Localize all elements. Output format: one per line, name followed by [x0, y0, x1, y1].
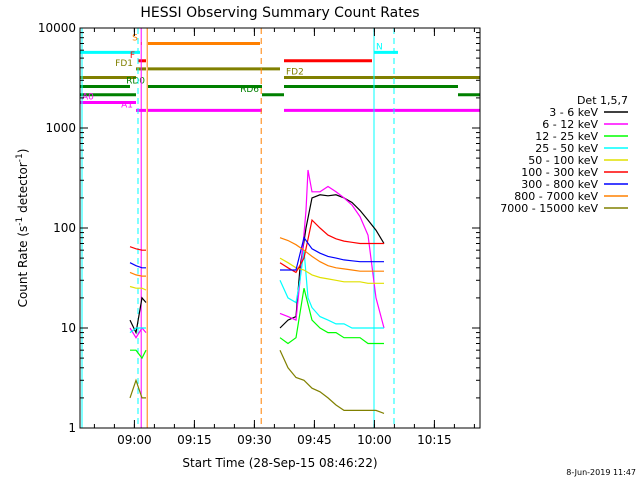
series-line-6-0 [129, 262, 146, 269]
series-line-2-0 [130, 349, 147, 360]
series-line-1-0 [129, 326, 147, 339]
attenuator-lines-layer [81, 28, 395, 428]
x-tick-label-5: 10:15 [417, 433, 452, 447]
legend-label-8: 7000 - 15000 keV [500, 202, 598, 215]
series-line-1-1 [279, 169, 385, 329]
flag-label-s: S [132, 33, 138, 43]
y-axis-label: Count Rate (s-1 detector-1) [15, 149, 30, 308]
series-line-3-0 [129, 327, 146, 334]
flag-label-f: F [130, 51, 135, 61]
series-line-0-0 [129, 296, 147, 335]
series-line-3-1 [279, 250, 384, 329]
y-axis-label-end: ) [16, 149, 30, 154]
legend-label-3: 25 - 50 keV [535, 142, 598, 155]
series-line-7-0 [129, 271, 146, 277]
flag-label-n: N [376, 42, 383, 52]
x-tick-label-3: 09:45 [297, 433, 332, 447]
y-axis-label-base: Count Rate (s [16, 226, 30, 308]
x-tick-label-4: 10:00 [357, 433, 392, 447]
y-tick-label-4: 10000 [38, 21, 76, 35]
y-tick-label-3: 1000 [45, 121, 76, 135]
legend-label-2: 12 - 25 keV [535, 130, 598, 143]
x-tick-label-0: 09:00 [117, 433, 152, 447]
y-axis-label-rest: detector [16, 162, 30, 217]
series-line-5-1 [279, 218, 384, 274]
y-tick-label-2: 100 [53, 221, 76, 235]
legend-label-4: 50 - 100 keV [528, 154, 598, 167]
y-axis-label-sup1: -1 [15, 217, 25, 226]
footer-timestamp: 8-Jun-2019 11:47 [566, 468, 636, 477]
series-line-8-0 [129, 378, 146, 399]
flag-label-a0: A0 [82, 92, 94, 102]
x-axis-ticks: 09:00 09:15 09:30 09:45 10:00 10:15 [93, 28, 475, 447]
legend-label-1: 6 - 12 keV [542, 118, 598, 131]
flag-label-fd1: FD1 [115, 59, 133, 69]
series-line-4-1 [279, 257, 384, 284]
flag-label-rd6: RD6 [240, 85, 259, 95]
legend-title: Det 1,5,7 [577, 94, 628, 107]
series-line-6-1 [280, 236, 384, 271]
x-tick-label-1: 09:15 [177, 433, 212, 447]
legend-label-5: 100 - 300 keV [521, 166, 598, 179]
series-line-5-0 [129, 246, 146, 251]
chart-title: HESSI Observing Summary Count Rates [140, 5, 419, 21]
series-line-8-1 [279, 349, 385, 414]
flag-label-rd0: RD0 [126, 77, 145, 87]
y-axis-ticks: 1 10 100 1000 10000 [38, 21, 480, 435]
series-line-7-1 [279, 237, 384, 272]
series-line-4-0 [129, 285, 147, 291]
legend-label-7: 800 - 7000 keV [514, 190, 598, 203]
y-axis-label-sup2: -1 [15, 153, 25, 162]
flag-label-fd2: FD2 [286, 67, 304, 77]
x-tick-label-2: 09:30 [237, 433, 272, 447]
series-line-0-1 [279, 194, 385, 329]
legend-label-0: 3 - 6 keV [549, 106, 598, 119]
flag-label-a1: A1 [121, 100, 133, 110]
y-tick-label-0: 1 [68, 421, 76, 435]
legend-label-6: 300 - 800 keV [521, 178, 598, 191]
series-layer [129, 169, 385, 414]
series-line-2-1 [279, 288, 384, 345]
y-tick-label-1: 10 [61, 321, 76, 335]
x-axis-label: Start Time (28-Sep-15 08:46:22) [182, 456, 377, 470]
